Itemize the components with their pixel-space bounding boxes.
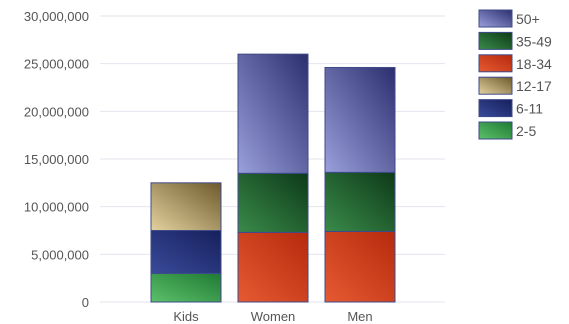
- legend-swatch-50plus[interactable]: [478, 9, 513, 28]
- legend-swatch-2-5[interactable]: [478, 121, 513, 140]
- bar-segment-men-35-49[interactable]: [324, 171, 396, 232]
- legend-swatch-12-17[interactable]: [478, 76, 513, 95]
- y-tick-label: 10,000,000: [24, 200, 89, 215]
- x-axis-category-labels: Kids Women Men: [173, 309, 372, 324]
- category-label-kids: Kids: [173, 309, 199, 324]
- bar-segment-women-35-49[interactable]: [237, 172, 309, 233]
- legend-swatch-35-49[interactable]: [478, 31, 513, 50]
- y-axis-tick-labels: 0 5,000,000 10,000,000 15,000,000 20,000,000…: [24, 9, 89, 310]
- legend-swatch-18-34[interactable]: [478, 54, 513, 73]
- y-tick-label: 0: [82, 295, 89, 310]
- legend-swatch-6-11[interactable]: [478, 99, 513, 118]
- category-label-women: Women: [251, 309, 296, 324]
- bar-segment-kids-2-5[interactable]: [150, 272, 222, 303]
- category-label-men: Men: [347, 309, 372, 324]
- legend: 50+ 35-49 18-34 12-17 6-11 2-5: [478, 9, 552, 140]
- y-tick-label: 20,000,000: [24, 104, 89, 119]
- y-tick-label: 15,000,000: [24, 152, 89, 167]
- bars: [150, 53, 396, 303]
- legend-label-12-17: 12-17: [516, 78, 552, 94]
- y-tick-label: 5,000,000: [31, 247, 89, 262]
- bar-segment-women-18-34[interactable]: [237, 231, 309, 303]
- bar-segment-kids-12-17[interactable]: [150, 182, 222, 231]
- legend-label-2-5: 2-5: [516, 123, 536, 139]
- legend-label-50plus: 50+: [516, 11, 540, 27]
- legend-label-18-34: 18-34: [516, 56, 552, 72]
- bar-segment-women-50plus[interactable]: [237, 53, 309, 174]
- bar-segment-kids-6-11[interactable]: [150, 230, 222, 274]
- legend-label-35-49: 35-49: [516, 33, 552, 49]
- legend-label-6-11: 6-11: [516, 101, 543, 117]
- y-tick-label: 25,000,000: [24, 57, 89, 72]
- bar-segment-men-50plus[interactable]: [324, 66, 396, 173]
- bar-segment-men-18-34[interactable]: [324, 230, 396, 303]
- y-tick-label: 30,000,000: [24, 9, 89, 24]
